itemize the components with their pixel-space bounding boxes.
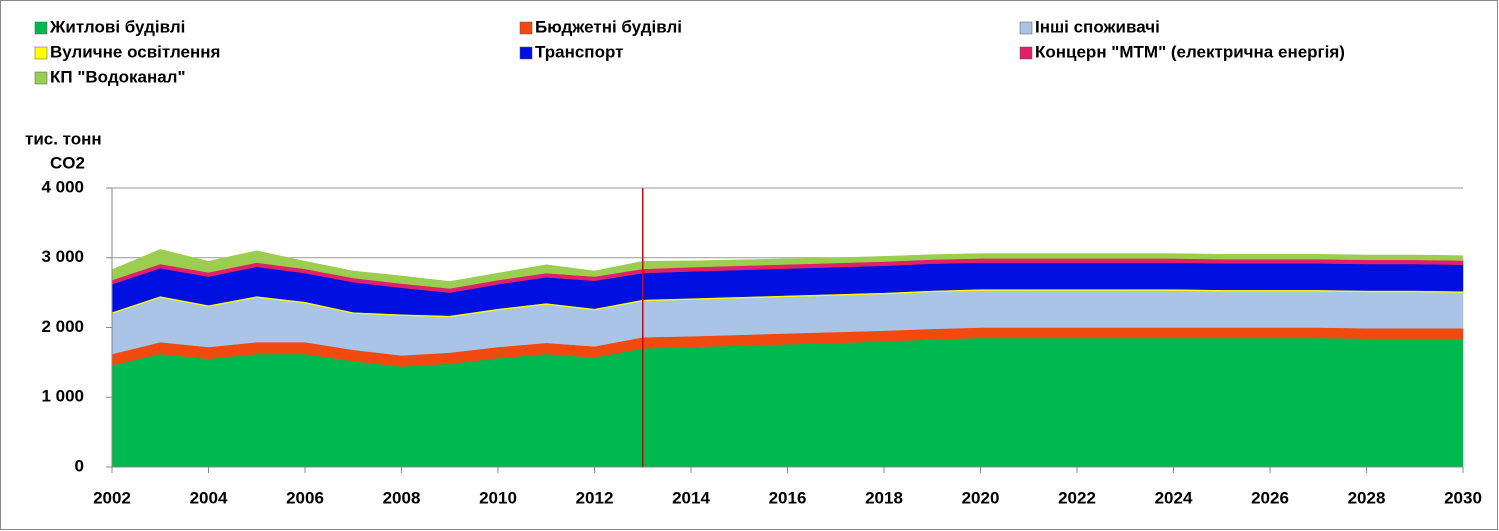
x-tick-label: 2008 (383, 488, 421, 507)
x-tick-label: 2022 (1058, 488, 1096, 507)
y-tick-label: 0 (75, 456, 84, 475)
area (111, 249, 1464, 289)
legend-label: Житлові будівлі (49, 17, 185, 36)
legend-swatch (1019, 21, 1033, 35)
x-tick-label: 2016 (769, 488, 807, 507)
x-tick-label: 2026 (1251, 488, 1289, 507)
legend-swatch (519, 21, 533, 35)
area (111, 337, 1464, 468)
x-tick-label: 2004 (190, 488, 228, 507)
x-tick-label: 2010 (479, 488, 517, 507)
legend-swatch (519, 46, 533, 60)
x-tick-label: 2024 (1155, 488, 1193, 507)
y-axis-label: CO2 (50, 153, 85, 172)
legend-label: КП "Водоканал" (50, 67, 186, 86)
y-tick-label: 2 000 (41, 317, 84, 336)
y-tick-label: 4 000 (41, 177, 84, 196)
x-tick-label: 2030 (1444, 488, 1482, 507)
legend-label: Транспорт (535, 42, 623, 61)
legend-swatch (34, 46, 48, 60)
legend-swatch (1019, 46, 1033, 60)
y-tick-label: 1 000 (41, 387, 84, 406)
x-tick-label: 2012 (576, 488, 614, 507)
x-tick-label: 2002 (93, 488, 131, 507)
x-tick-label: 2018 (865, 488, 903, 507)
legend-swatch (34, 71, 48, 85)
legend-label: Вуличне освітлення (50, 42, 220, 61)
x-tick-label: 2020 (962, 488, 1000, 507)
x-tick-label: 2006 (286, 488, 324, 507)
legend-swatch (34, 21, 48, 35)
y-tick-label: 3 000 (41, 247, 84, 266)
legend-label: Інші споживачі (1035, 17, 1160, 36)
legend-label: Бюджетні будівлі (535, 17, 682, 36)
x-tick-label: 2028 (1348, 488, 1386, 507)
legend-label: Концерн "МТМ" (електрична енергія) (1035, 42, 1345, 61)
x-tick-label: 2014 (672, 488, 710, 507)
y-axis-label: тис. тонн (25, 129, 102, 148)
